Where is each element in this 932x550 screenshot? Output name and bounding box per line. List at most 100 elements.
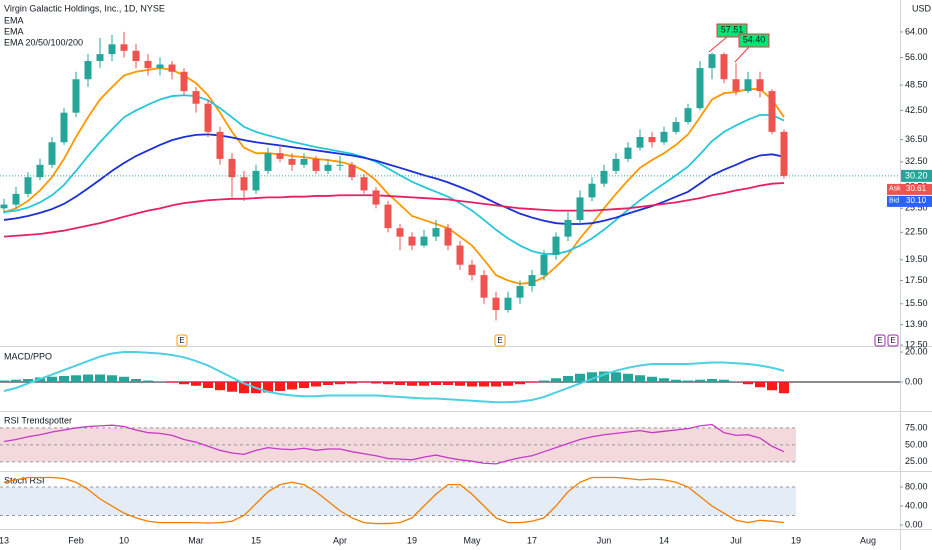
histogram-bar	[83, 374, 93, 382]
event-label: E	[497, 336, 502, 345]
candle-body	[756, 79, 764, 92]
histogram-bar	[419, 381, 429, 386]
x-tick-label: Jun	[597, 535, 612, 545]
candle-body	[300, 158, 308, 165]
candle-body	[468, 264, 476, 276]
event-label: E	[890, 336, 895, 345]
histogram-bar	[707, 379, 717, 382]
x-tick-label: Feb	[68, 535, 84, 545]
histogram-bar	[611, 372, 621, 382]
y-tick-label: 32.50	[905, 156, 928, 166]
x-tick-label: Mar	[188, 535, 204, 545]
histogram-bar	[0, 380, 9, 382]
candle-body	[276, 153, 284, 159]
annotation-leader	[734, 46, 750, 63]
candle-body	[336, 164, 344, 166]
candle-body	[588, 183, 596, 198]
histogram-bar	[23, 379, 33, 382]
histogram-bar	[455, 381, 465, 386]
histogram-bar	[299, 381, 309, 388]
indicator-label: EMA	[4, 26, 24, 36]
histogram-bar	[107, 375, 117, 382]
bid-label: Bid	[889, 198, 899, 205]
candle-body	[0, 204, 8, 209]
candle-body	[204, 103, 212, 132]
candle-body	[72, 79, 80, 113]
histogram-bar	[407, 381, 417, 386]
y-tick-label: 42.50	[905, 105, 928, 115]
histogram-bar	[227, 381, 237, 392]
candle-body	[228, 158, 236, 178]
histogram-bar	[779, 381, 789, 394]
annotation-label: 54.40	[743, 34, 766, 44]
histogram-bar	[491, 381, 501, 387]
ema-line	[3, 67, 785, 285]
candle-body	[708, 54, 716, 69]
candle-body	[96, 54, 104, 61]
candle-body	[552, 236, 560, 255]
histogram-bar	[71, 375, 81, 382]
candle-body	[12, 193, 20, 205]
event-marker	[176, 334, 188, 347]
histogram-bar	[671, 379, 681, 382]
candle-body	[312, 158, 320, 171]
candle-body	[624, 147, 632, 159]
candle-body	[108, 44, 116, 55]
annotation-label: 57.51	[721, 24, 744, 34]
x-tick-label: May	[463, 535, 481, 545]
candle-body	[120, 44, 128, 51]
y-tick-label: 15.50	[905, 298, 928, 308]
candle-body	[576, 197, 584, 220]
candle-body	[732, 79, 740, 92]
y-tick-label: 20.00	[905, 346, 928, 356]
histogram-bar	[443, 381, 453, 385]
histogram-bar	[143, 380, 153, 382]
y-tick-label: 64.00	[905, 26, 928, 36]
histogram-bar	[683, 380, 693, 382]
histogram-bar	[203, 381, 213, 388]
y-tick-label: 0.00	[905, 519, 923, 529]
x-tick-label: 10	[119, 535, 129, 545]
candle-body	[780, 131, 788, 176]
histogram-bar	[131, 379, 141, 382]
y-tick-label: 80.00	[905, 481, 928, 491]
chart-title: Virgin Galactic Holdings, Inc., 1D, NYSE	[4, 3, 165, 13]
last-price-box	[901, 169, 932, 182]
candle-body	[444, 228, 452, 246]
ema-line	[3, 94, 785, 255]
histogram-bar	[479, 381, 489, 387]
histogram-bar	[515, 381, 525, 385]
candle-body	[684, 108, 692, 123]
histogram-bar	[155, 381, 165, 382]
candle-body	[768, 91, 776, 132]
candle-body	[372, 190, 380, 205]
ask-value: 30.61	[906, 184, 927, 193]
histogram-bar	[311, 381, 321, 387]
histogram-bar	[263, 381, 273, 393]
histogram-bar	[527, 381, 537, 383]
indicator-label: EMA	[4, 15, 24, 25]
histogram-bar	[431, 381, 441, 385]
y-tick-label: 36.50	[905, 134, 928, 144]
histogram-bar	[551, 378, 561, 382]
candle-body	[660, 131, 668, 143]
event-marker	[494, 334, 506, 347]
candle-body	[60, 112, 68, 143]
candle-body	[528, 275, 536, 287]
x-tick-label: Apr	[333, 535, 347, 545]
histogram-bar	[359, 381, 369, 383]
candle-body	[540, 254, 548, 276]
panel-title: RSI Trendspotter	[4, 415, 72, 425]
histogram-bar	[347, 381, 357, 384]
x-tick-label: 15	[251, 535, 261, 545]
ema-line	[3, 182, 785, 238]
band	[0, 487, 796, 516]
histogram-bar	[95, 374, 105, 382]
candle-body	[696, 68, 704, 109]
candle-body	[84, 60, 92, 80]
histogram-bar	[755, 381, 765, 388]
histogram-bar	[395, 381, 405, 385]
histogram-bar	[119, 376, 129, 382]
histogram-bar	[743, 381, 753, 385]
